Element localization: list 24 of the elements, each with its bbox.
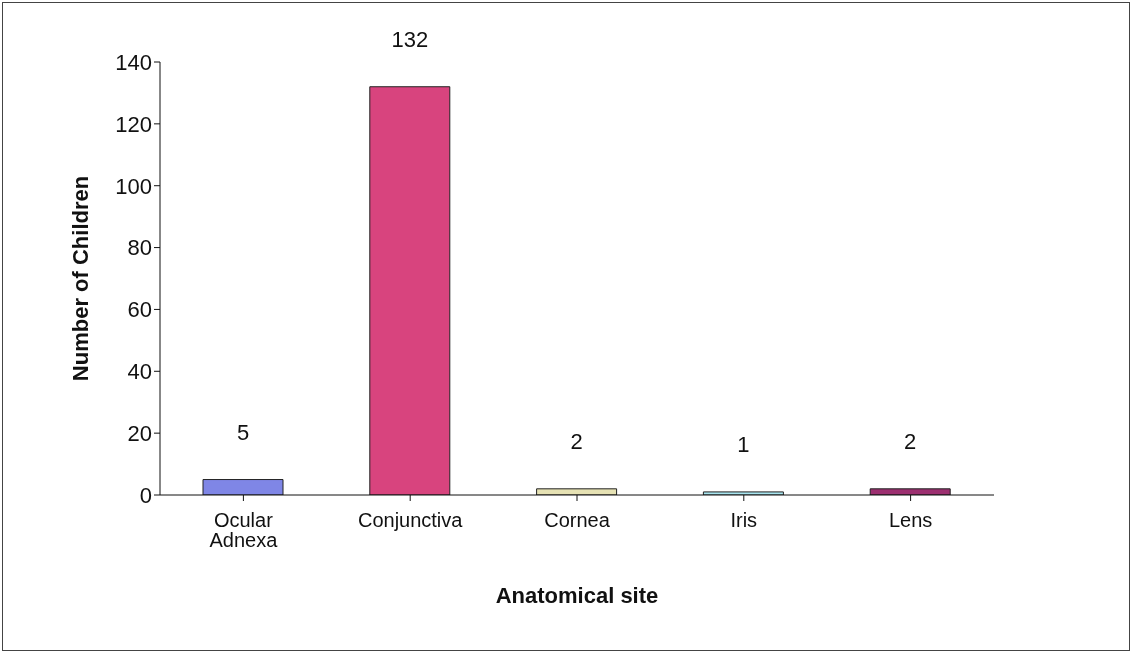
bar [536, 488, 618, 495]
x-tick-label: Lens [888, 509, 933, 532]
bar [869, 488, 951, 495]
x-tick-label: Cornea [544, 509, 611, 532]
data-label: 2 [904, 428, 917, 454]
data-label: 2 [570, 428, 583, 454]
y-tick-label: 40 [127, 359, 152, 385]
x-tick-label: Ocular Adnexa [209, 509, 279, 552]
y-tick-label: 60 [127, 297, 152, 323]
y-tick-label: 0 [139, 482, 152, 508]
y-tick-label: 140 [115, 49, 152, 75]
x-tick-label: Conjunctiva [357, 509, 464, 532]
x-axis-title: Anatomical site [495, 583, 659, 608]
x-tick-label: Iris [730, 509, 758, 532]
y-tick-label: 80 [127, 235, 152, 261]
bar [369, 86, 451, 495]
data-label: 1 [737, 431, 750, 457]
y-axis-title: Number of Children [67, 175, 93, 382]
data-label: 5 [236, 419, 250, 445]
data-label: 132 [391, 26, 429, 52]
y-tick-label: 20 [127, 420, 152, 446]
y-tick-label: 120 [115, 111, 152, 137]
bar [202, 479, 284, 495]
y-tick-label: 100 [115, 173, 152, 199]
